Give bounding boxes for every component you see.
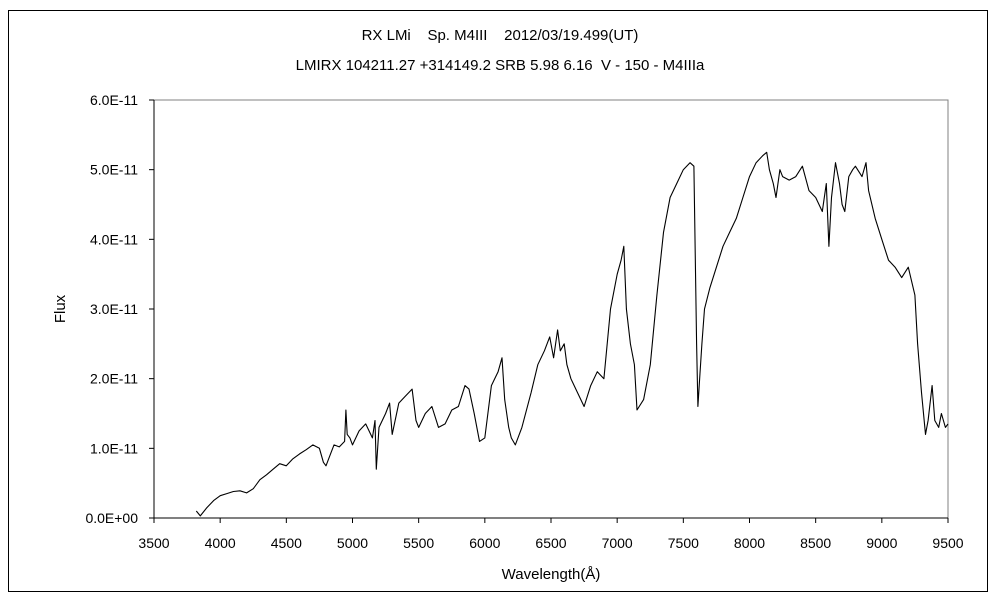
x-tick-label: 4000: [205, 535, 236, 551]
x-tick-label: 8000: [734, 535, 765, 551]
x-tick-label: 9500: [932, 535, 963, 551]
x-tick-label: 7500: [668, 535, 699, 551]
x-tick-label: 3500: [138, 535, 169, 551]
flux-series-line: [195, 151, 949, 517]
x-tick-label: 4500: [271, 535, 302, 551]
y-tick-label: 5.0E-11: [90, 162, 138, 178]
y-axis-label: Flux: [52, 294, 69, 323]
axes: [153, 100, 948, 519]
x-tick-label: 6500: [535, 535, 566, 551]
y-axis-ticks: 0.0E+00 1.0E-11 2.0E-11 3.0E-11 4.0E-11 5.0E-…: [85, 92, 154, 526]
x-tick-label: 8500: [800, 535, 831, 551]
x-tick-label: 6000: [469, 535, 500, 551]
y-tick-label: 3.0E-11: [90, 301, 138, 317]
y-tick-label: 6.0E-11: [90, 92, 138, 108]
x-tick-label: 5000: [337, 535, 368, 551]
x-tick-label: 9000: [866, 535, 897, 551]
chart-title: RX LMi Sp. M4III 2012/03/19.499(UT): [361, 27, 639, 44]
y-tick-label: 1.0E-11: [90, 440, 138, 456]
plot-area: [153, 99, 949, 519]
x-axis-label: Wavelength(Å): [502, 566, 601, 583]
x-tick-label: 5500: [403, 535, 434, 551]
chart-subtitle: LMIRX 104211.27 +314149.2 SRB 5.98 6.16 …: [295, 57, 705, 74]
chart-frame: [8, 10, 988, 592]
x-tick-label: 7000: [602, 535, 633, 551]
y-tick-label: 0.0E+00: [85, 510, 138, 526]
y-tick-label: 2.0E-11: [90, 371, 138, 387]
y-tick-label: 4.0E-11: [90, 231, 138, 247]
x-axis-ticks: 3500 4000 4500 5000 5500 6000 6500 7000 7500 8000…: [138, 518, 964, 551]
